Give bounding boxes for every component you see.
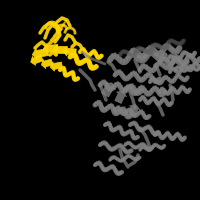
Polygon shape <box>63 46 76 56</box>
Polygon shape <box>129 105 140 116</box>
Polygon shape <box>50 62 63 71</box>
Polygon shape <box>115 91 127 103</box>
Polygon shape <box>32 48 49 59</box>
Polygon shape <box>31 55 43 65</box>
Polygon shape <box>41 59 53 69</box>
Polygon shape <box>102 83 115 97</box>
Polygon shape <box>43 43 58 54</box>
Polygon shape <box>53 44 67 56</box>
